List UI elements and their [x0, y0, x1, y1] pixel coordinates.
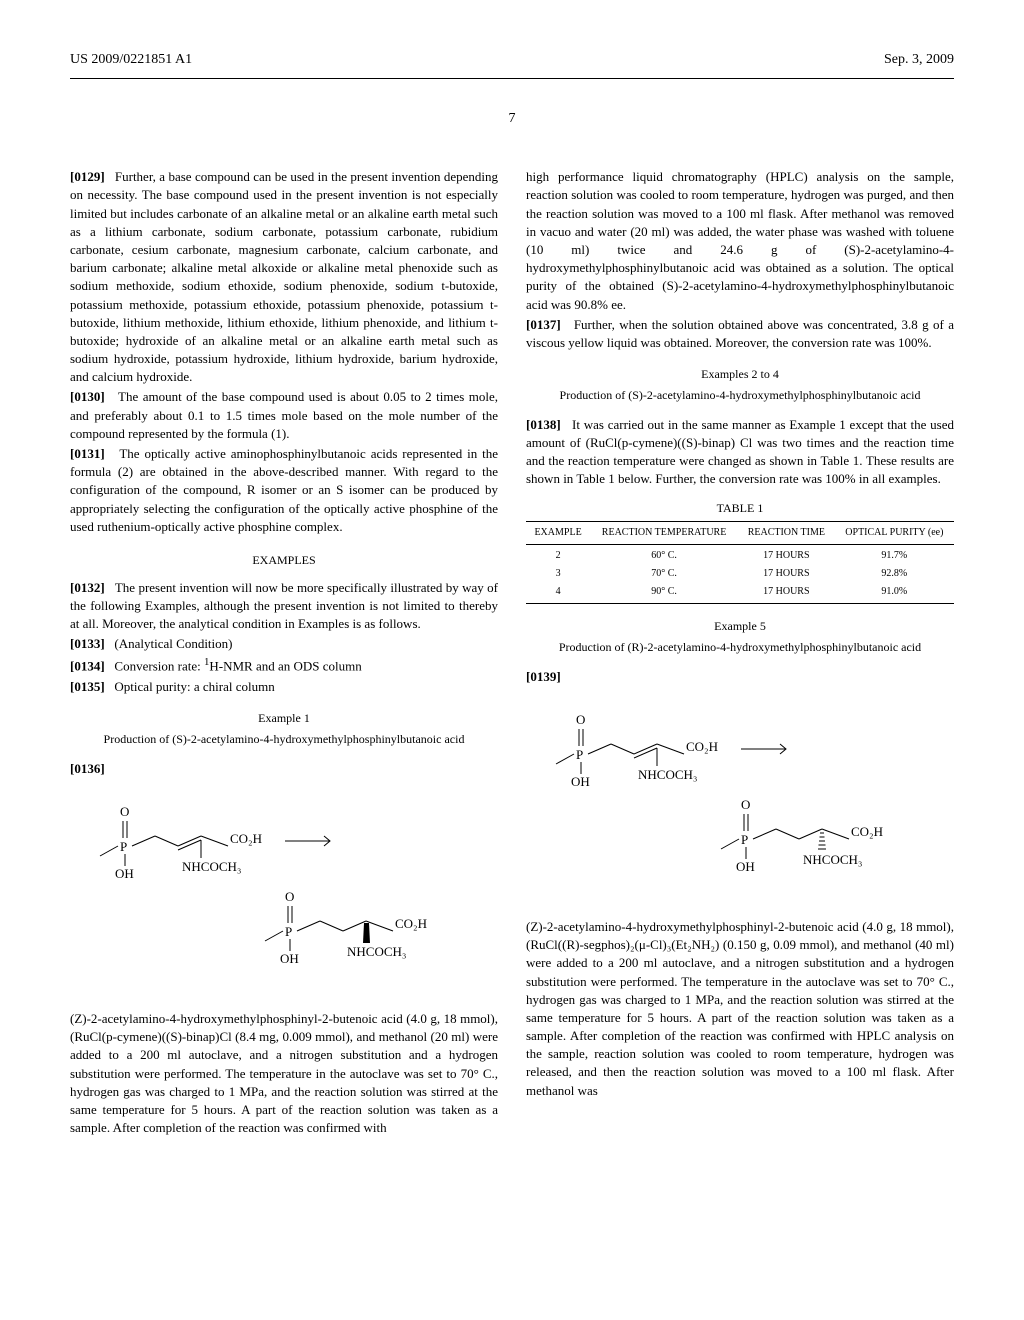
svg-text:O: O — [285, 889, 294, 904]
table-1: EXAMPLE REACTION TEMPERATURE REACTION TI… — [526, 521, 954, 604]
para-label: [0130] — [70, 389, 105, 404]
svg-text:O: O — [741, 797, 750, 812]
svg-text:NHCOCH₃: NHCOCH₃ — [182, 859, 241, 874]
para-label: [0129] — [70, 169, 105, 184]
col-purity: OPTICAL PURITY (ee) — [835, 522, 954, 545]
cell: 60° C. — [590, 545, 738, 566]
patent-id: US 2009/0221851 A1 — [70, 50, 192, 70]
right-column: high performance liquid chromatography (… — [526, 168, 954, 1139]
para-text: Optical purity: a chiral column — [114, 679, 274, 694]
page-header: US 2009/0221851 A1 Sep. 3, 2009 — [70, 50, 954, 70]
svg-text:O: O — [120, 804, 129, 819]
svg-text:OH: OH — [280, 951, 299, 966]
example-1-subheading: Production of (S)-2-acetylamino-4-hydrox… — [70, 731, 498, 748]
cell: 4 — [526, 583, 590, 604]
para-text: Further, when the solution obtained abov… — [526, 317, 954, 350]
chemical-scheme-2: O P OH CO₂H NHCOCH₃ — [526, 704, 954, 904]
left-column: [0129] Further, a base compound can be u… — [70, 168, 498, 1139]
example-5-subheading: Production of (R)-2-acetylamino-4-hydrox… — [526, 639, 954, 656]
table-row: 3 70° C. 17 HOURS 92.8% — [526, 565, 954, 583]
page-number: 7 — [70, 109, 954, 129]
svg-text:CO₂H: CO₂H — [230, 831, 262, 846]
svg-text:OH: OH — [736, 859, 755, 874]
svg-text:OH: OH — [571, 774, 590, 789]
table-row: 2 60° C. 17 HOURS 91.7% — [526, 545, 954, 566]
two-column-body: [0129] Further, a base compound can be u… — [70, 168, 954, 1139]
example-1-heading: Example 1 — [70, 710, 498, 727]
examples-2-4-subheading: Production of (S)-2-acetylamino-4-hydrox… — [526, 387, 954, 404]
para-text: Further, a base compound can be used in … — [70, 169, 498, 384]
svg-text:P: P — [120, 839, 127, 854]
para-label: [0133] — [70, 636, 105, 651]
para-text-post: H-NMR and an ODS column — [209, 659, 361, 674]
para-text: (Analytical Condition) — [114, 636, 232, 651]
svg-text:P: P — [576, 747, 583, 762]
paragraph-0135: [0135] Optical purity: a chiral column — [70, 678, 498, 696]
cell: 17 HOURS — [738, 545, 835, 566]
svg-text:P: P — [741, 832, 748, 847]
para-label: [0139] — [526, 669, 561, 684]
reaction-scheme-icon: O P OH CO₂H NHCOCH₃ — [70, 796, 480, 996]
cell: 91.0% — [835, 583, 954, 604]
para-text-pre: Conversion rate: — [114, 659, 204, 674]
cell: 90° C. — [590, 583, 738, 604]
cell: 91.7% — [835, 545, 954, 566]
para-text: The optically active aminophosphinylbuta… — [70, 446, 498, 534]
continuation-paragraph: high performance liquid chromatography (… — [526, 168, 954, 314]
table-header-row: EXAMPLE REACTION TEMPERATURE REACTION TI… — [526, 522, 954, 545]
cell: 3 — [526, 565, 590, 583]
svg-text:OH: OH — [115, 866, 134, 881]
col-example: EXAMPLE — [526, 522, 590, 545]
cell: 17 HOURS — [738, 565, 835, 583]
svg-text:CO₂H: CO₂H — [395, 916, 427, 931]
cell: 17 HOURS — [738, 583, 835, 604]
paragraph-0139: [0139] — [526, 668, 954, 686]
col-temperature: REACTION TEMPERATURE — [590, 522, 738, 545]
para-label: [0131] — [70, 446, 105, 461]
para-label: [0135] — [70, 679, 105, 694]
svg-text:NHCOCH₃: NHCOCH₃ — [638, 767, 697, 782]
svg-text:CO₂H: CO₂H — [686, 739, 718, 754]
para-text: It was carried out in the same manner as… — [526, 417, 954, 487]
body-after-chem-1: (Z)-2-acetylamino-4-hydroxymethylphosphi… — [70, 1010, 498, 1137]
para-text: The amount of the base compound used is … — [70, 389, 498, 440]
col-time: REACTION TIME — [738, 522, 835, 545]
body-after-chem-2: (Z)-2-acetylamino-4-hydroxymethylphosphi… — [526, 918, 954, 1100]
table-row: 4 90° C. 17 HOURS 91.0% — [526, 583, 954, 604]
paragraph-0129: [0129] Further, a base compound can be u… — [70, 168, 498, 386]
paragraph-0137: [0137] Further, when the solution obtain… — [526, 316, 954, 352]
paragraph-0134: [0134] Conversion rate: 1H-NMR and an OD… — [70, 655, 498, 676]
para-label: [0132] — [70, 580, 105, 595]
cell: 70° C. — [590, 565, 738, 583]
paragraph-0132: [0132] The present invention will now be… — [70, 579, 498, 634]
para-label: [0137] — [526, 317, 561, 332]
paragraph-0133: [0133] (Analytical Condition) — [70, 635, 498, 653]
cell: 92.8% — [835, 565, 954, 583]
header-rule — [70, 78, 954, 79]
publication-date: Sep. 3, 2009 — [884, 50, 954, 70]
reaction-scheme-icon: O P OH CO₂H NHCOCH₃ — [526, 704, 936, 904]
svg-text:P: P — [285, 924, 292, 939]
paragraph-0136: [0136] — [70, 760, 498, 778]
chemical-scheme-1: O P OH CO₂H NHCOCH₃ — [70, 796, 498, 996]
paragraph-0130: [0130] The amount of the base compound u… — [70, 388, 498, 443]
svg-text:O: O — [576, 712, 585, 727]
para-label: [0138] — [526, 417, 561, 432]
svg-text:CO₂H: CO₂H — [851, 824, 883, 839]
paragraph-0131: [0131] The optically active aminophosphi… — [70, 445, 498, 536]
svg-text:NHCOCH₃: NHCOCH₃ — [803, 852, 862, 867]
examples-2-4-heading: Examples 2 to 4 — [526, 366, 954, 383]
cell: 2 — [526, 545, 590, 566]
para-label: [0136] — [70, 761, 105, 776]
example-5-heading: Example 5 — [526, 618, 954, 635]
para-text: The present invention will now be more s… — [70, 580, 498, 631]
para-label: [0134] — [70, 659, 105, 674]
paragraph-0138: [0138] It was carried out in the same ma… — [526, 416, 954, 489]
svg-text:NHCOCH₃: NHCOCH₃ — [347, 944, 406, 959]
examples-heading: EXAMPLES — [70, 552, 498, 569]
table-1-caption: TABLE 1 — [526, 500, 954, 517]
